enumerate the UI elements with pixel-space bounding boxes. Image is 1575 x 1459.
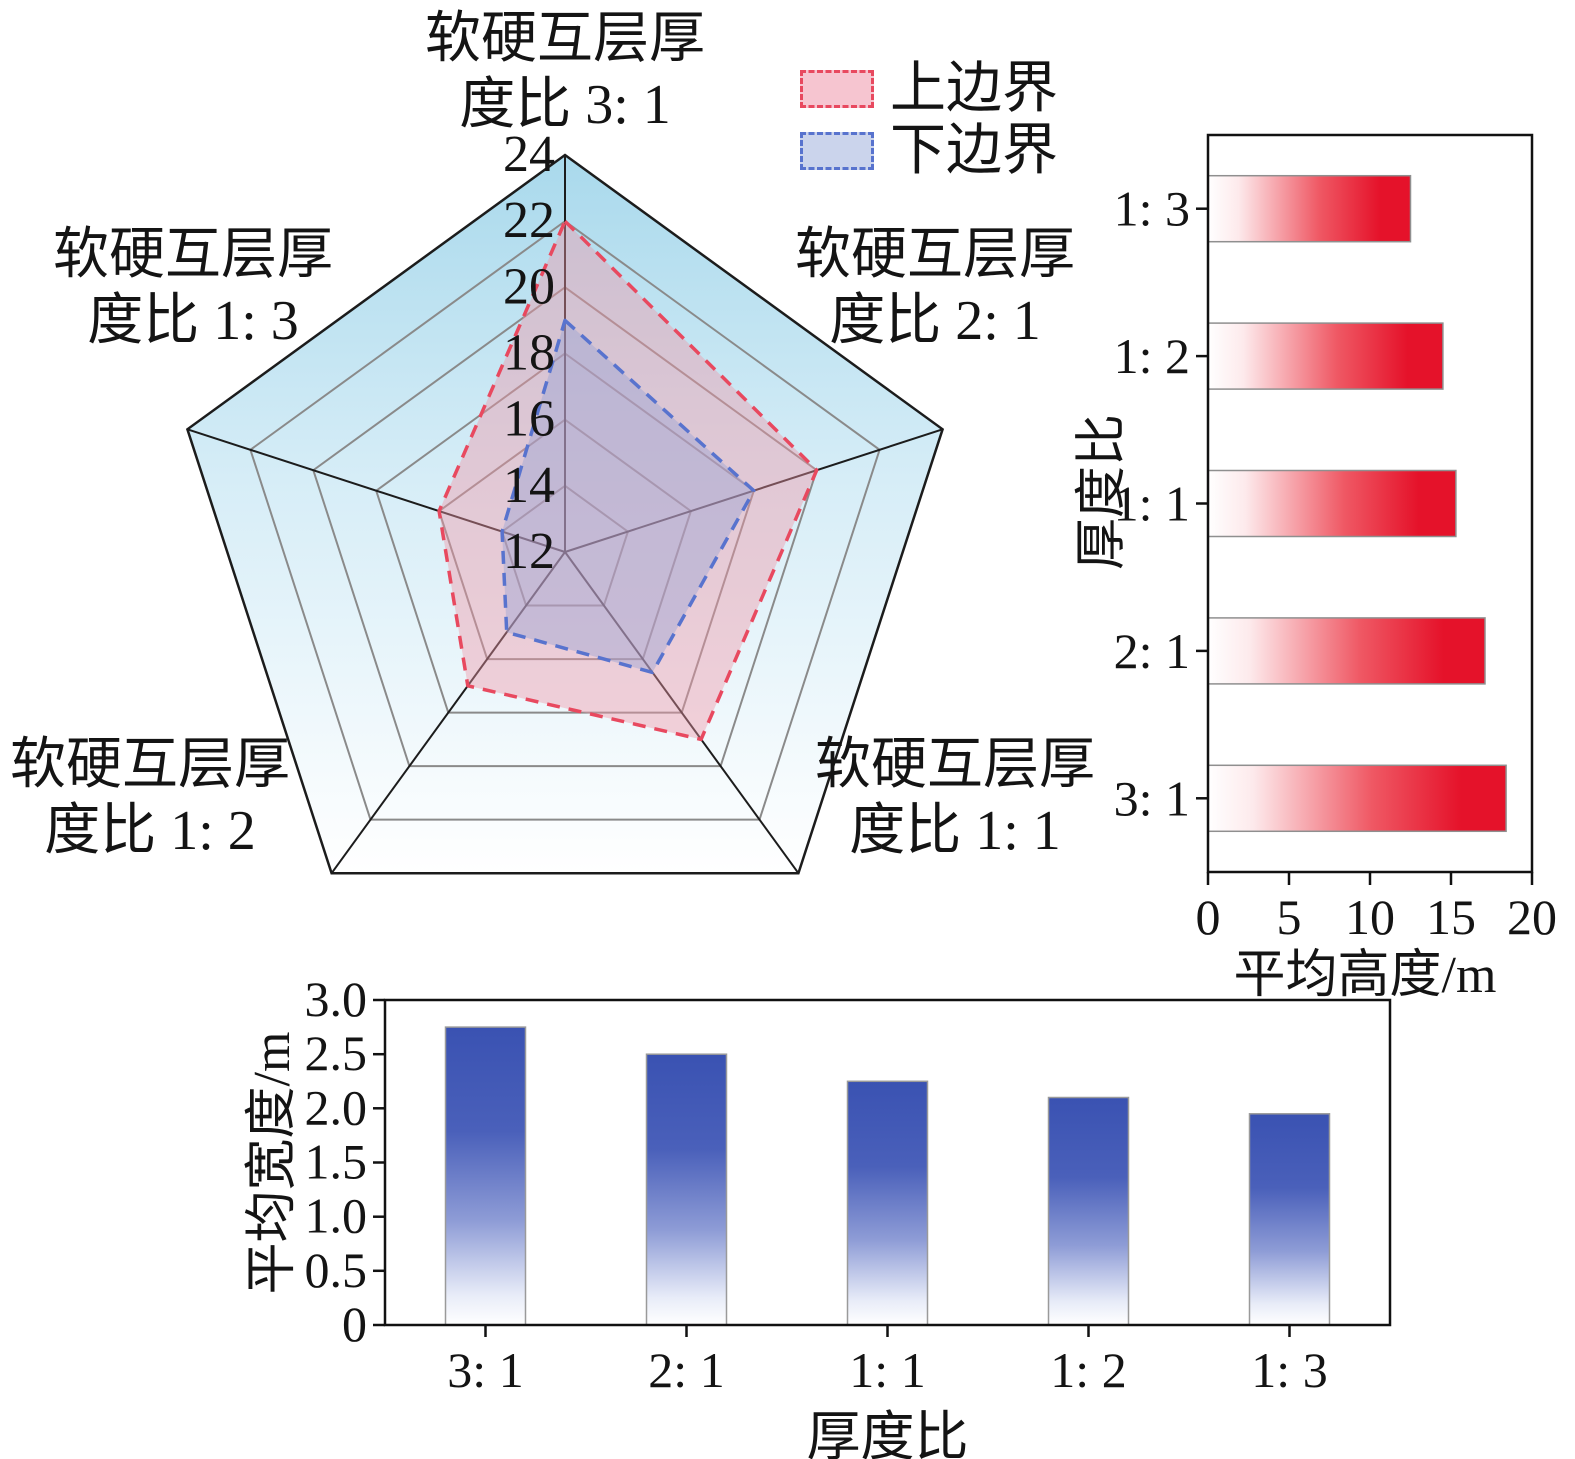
vbar-category-label: 2: 1 (648, 1342, 724, 1398)
radar-axis-label-line2: 度比 2: 1 (829, 290, 1041, 352)
legend-label-upper-boundary: 上边界 (890, 58, 1058, 120)
hbar-bar (1207, 469, 1457, 538)
hbar-category-label: 1: 2 (1114, 328, 1190, 384)
radar-axis-label-line2: 度比 3: 1 (459, 74, 671, 136)
radar-radial-tick-label: 18 (503, 325, 555, 382)
radar-radial-tick-label: 22 (503, 192, 555, 249)
vbar-y-tick-label: 3.0 (305, 971, 368, 1027)
radar-series-lower-boundary (500, 318, 756, 675)
hbar-x-tick-label: 10 (1345, 889, 1395, 945)
hbar-y-axis-title: 厚度比 (1074, 414, 1131, 571)
radar-axis-label-1-2: 软硬互层厚 度比 1: 2 (0, 732, 300, 864)
radar-axis-label-2-1: 软硬互层厚 度比 2: 1 (770, 222, 1100, 354)
radar-axis-label-line2: 度比 1: 3 (87, 290, 299, 352)
radar-axis-label-line1: 软硬互层厚 (425, 8, 705, 70)
vbar-y-tick-label: 0 (342, 1296, 367, 1352)
hbar-category-label: 1: 1 (1114, 476, 1190, 532)
vbar-y-tick-label: 1.5 (305, 1134, 368, 1190)
vbar-bar (444, 1026, 527, 1326)
vbar-category-label: 1: 3 (1251, 1342, 1327, 1398)
vbar-bar (1047, 1096, 1130, 1326)
radar-axis-label-line2: 度比 1: 1 (849, 800, 1061, 862)
legend-label-lower-boundary: 下边界 (890, 120, 1058, 182)
hbar-x-axis-title: 平均高度/m (1233, 947, 1497, 1004)
legend-item-upper-boundary: 上边界 (800, 58, 1058, 120)
radar-radial-tick-label: 12 (503, 523, 555, 580)
vbar-bar (1248, 1113, 1331, 1326)
radar-axis-label-line1: 软硬互层厚 (795, 224, 1075, 286)
hbar-category-label: 1: 3 (1114, 181, 1190, 237)
legend-swatch-lower-boundary-icon (800, 132, 874, 170)
radar-radial-tick-label: 14 (503, 457, 555, 514)
radar-spoke (564, 551, 800, 874)
hbar-category-label: 3: 1 (1114, 770, 1190, 826)
radar-axis-label-1-3: 软硬互层厚 度比 1: 3 (28, 222, 358, 354)
vbar-y-tick-label: 2.0 (305, 1079, 368, 1135)
radar-axis-label-line1: 软硬互层厚 (815, 734, 1095, 796)
legend-swatch-upper-boundary-icon (800, 70, 874, 108)
hbar-bar (1207, 322, 1444, 390)
radar-legend: 上边界 下边界 (800, 58, 1058, 182)
radar-spoke (330, 551, 566, 874)
radar-axis-label-1-1: 软硬互层厚 度比 1: 1 (795, 732, 1115, 864)
radar-axis-label-line1: 软硬互层厚 (53, 224, 333, 286)
vbar-bar (846, 1080, 929, 1326)
hbar-category-label: 2: 1 (1114, 623, 1190, 679)
vbar-x-axis-title: 厚度比 (806, 1407, 969, 1459)
hbar-x-tick-label: 5 (1277, 889, 1302, 945)
vbar-bar (645, 1053, 728, 1326)
vbar-category-label: 3: 1 (447, 1342, 523, 1398)
vbar-category-label: 1: 2 (1050, 1342, 1126, 1398)
vbar-y-tick-label: 1.0 (305, 1188, 368, 1244)
vbar-y-tick-label: 0.5 (305, 1242, 368, 1298)
radar-axis-label-3-1: 软硬互层厚 度比 3: 1 (390, 6, 740, 138)
radar-axis-label-line1: 软硬互层厚 (10, 734, 290, 796)
vbar-frame (383, 998, 1392, 1327)
hbar-x-tick-label: 0 (1196, 889, 1221, 945)
vbar-y-axis-title: 平均宽度/m (244, 1031, 301, 1295)
hbar-bar (1207, 174, 1412, 243)
radar-radial-tick-label: 24 (503, 126, 555, 183)
hbar-x-tick-label: 20 (1507, 889, 1557, 945)
radar-radial-tick-label: 16 (503, 391, 555, 448)
radar-axis-label-line2: 度比 1: 2 (44, 800, 256, 862)
vbar-y-tick-label: 2.5 (305, 1025, 368, 1081)
radar-grid-ring (312, 286, 818, 768)
vbar-category-label: 1: 1 (849, 1342, 925, 1398)
radar-radial-tick-label: 20 (503, 258, 555, 315)
hbar-bar (1207, 764, 1507, 833)
radar-grid-ring (500, 484, 630, 607)
hbar-bar (1207, 617, 1486, 685)
radar-outer-ring (185, 153, 945, 875)
radar-grid-ring (375, 352, 755, 714)
radar-series-upper-boundary (437, 219, 819, 742)
radar-grid-ring (437, 418, 693, 661)
hbar-frame (1206, 133, 1534, 874)
legend-item-lower-boundary: 下边界 (800, 120, 1058, 182)
radar-grid-ring (249, 219, 881, 821)
hbar-x-tick-label: 15 (1426, 889, 1476, 945)
